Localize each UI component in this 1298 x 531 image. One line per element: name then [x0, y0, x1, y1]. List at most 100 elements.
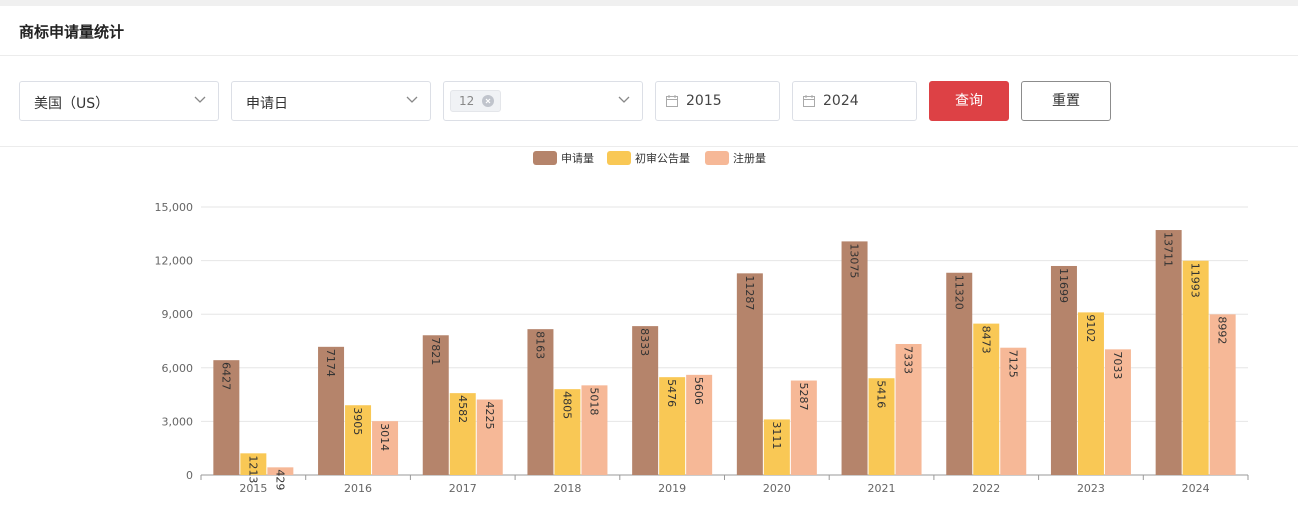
data-label: 8333 [638, 328, 651, 356]
bar [345, 405, 372, 475]
country-select[interactable]: 美国（US） [19, 81, 219, 121]
data-label: 5287 [797, 383, 810, 411]
bar [790, 380, 817, 475]
bar [1077, 312, 1104, 475]
bar [659, 377, 686, 475]
start-year-value: 2015 [686, 93, 722, 109]
y-tick-label: 12,000 [155, 255, 194, 268]
bar [449, 393, 476, 475]
legend-swatch [705, 151, 729, 165]
data-label: 8992 [1216, 316, 1229, 344]
data-label: 13075 [848, 243, 861, 278]
country-select-value: 美国（US） [34, 96, 110, 112]
bar [841, 241, 868, 475]
legend-label: 初审公告量 [635, 151, 690, 165]
x-tick-label: 2019 [658, 482, 686, 495]
x-tick-label: 2015 [239, 482, 267, 495]
bar [422, 335, 449, 475]
class-multi-select[interactable]: 12 [443, 81, 643, 121]
data-label: 11699 [1057, 268, 1070, 303]
data-label: 4582 [456, 395, 469, 423]
legend-swatch [533, 151, 557, 165]
data-label: 5018 [587, 387, 600, 415]
filter-bar: 美国（US） 申请日 12 2015 2024 查询 重置 [0, 56, 1298, 147]
data-label: 429 [273, 469, 286, 490]
bar [868, 378, 895, 475]
x-tick-label: 2021 [868, 482, 896, 495]
bar [1182, 260, 1209, 475]
class-tag-label: 12 [459, 94, 475, 108]
data-label: 5476 [665, 379, 678, 407]
data-label: 5606 [692, 377, 705, 405]
bar [895, 343, 922, 475]
top-strip [0, 0, 1298, 6]
end-year-picker[interactable]: 2024 [792, 81, 917, 121]
tag-close-icon[interactable] [482, 95, 495, 107]
calendar-icon [803, 95, 815, 107]
data-label: 3111 [770, 421, 783, 449]
chevron-down-icon [406, 96, 418, 103]
x-tick-label: 2017 [449, 482, 477, 495]
bar [1050, 265, 1077, 475]
x-tick-label: 2024 [1182, 482, 1210, 495]
y-tick-label: 15,000 [155, 201, 194, 214]
data-label: 7821 [429, 337, 442, 365]
class-tag: 12 [450, 90, 502, 112]
y-tick-label: 0 [186, 469, 193, 482]
data-label: 11320 [952, 275, 965, 310]
bar [554, 389, 581, 475]
y-tick-label: 6,000 [162, 362, 194, 375]
data-label: 4805 [560, 391, 573, 419]
x-tick-label: 2018 [553, 482, 581, 495]
x-tick-label: 2020 [763, 482, 791, 495]
bar [372, 421, 399, 475]
date-type-select[interactable]: 申请日 [231, 81, 431, 121]
data-label: 7333 [902, 346, 915, 374]
bar [632, 326, 659, 475]
data-label: 8473 [979, 326, 992, 354]
data-label: 1213 [246, 455, 259, 483]
bar [527, 329, 554, 475]
bar [1155, 230, 1182, 475]
bar [763, 419, 790, 475]
data-label: 11287 [743, 275, 756, 310]
bar [581, 385, 608, 475]
legend-label: 注册量 [733, 151, 766, 165]
query-button[interactable]: 查询 [929, 81, 1009, 121]
bar [973, 323, 1000, 475]
chevron-down-icon [618, 96, 630, 103]
data-label: 6427 [219, 362, 232, 390]
chevron-down-icon [194, 96, 206, 103]
bar [267, 467, 294, 475]
y-tick-label: 9,000 [162, 308, 194, 321]
bar [240, 453, 267, 475]
bar [213, 360, 240, 475]
x-tick-label: 2016 [344, 482, 372, 495]
data-label: 7125 [1006, 350, 1019, 378]
bar [946, 272, 973, 475]
date-type-select-value: 申请日 [246, 96, 288, 112]
bar [686, 374, 713, 475]
data-label: 13711 [1162, 232, 1175, 267]
y-tick-label: 3,000 [162, 415, 194, 428]
data-label: 8163 [533, 331, 546, 359]
data-label: 9102 [1084, 314, 1097, 342]
bar-chart: 0 3,000 6,000 9,000 12,000 15,000 2015 2016 2017… [155, 151, 1249, 495]
bar [1209, 314, 1236, 475]
bar [736, 273, 763, 475]
bar [318, 346, 345, 475]
calendar-icon [666, 95, 678, 107]
page-title: 商标申请量统计 [19, 23, 125, 41]
data-label: 11993 [1189, 263, 1202, 298]
data-label: 3905 [351, 407, 364, 435]
data-label: 7033 [1111, 351, 1124, 379]
header: 商标申请量统计 [0, 6, 1298, 56]
legend-label: 申请量 [561, 152, 594, 165]
data-label: 7174 [324, 349, 337, 377]
reset-button[interactable]: 重置 [1021, 81, 1111, 121]
start-year-picker[interactable]: 2015 [655, 81, 780, 121]
legend-swatch [607, 151, 631, 165]
x-tick-label: 2022 [972, 482, 1000, 495]
end-year-value: 2024 [823, 93, 859, 109]
bar [476, 399, 503, 475]
